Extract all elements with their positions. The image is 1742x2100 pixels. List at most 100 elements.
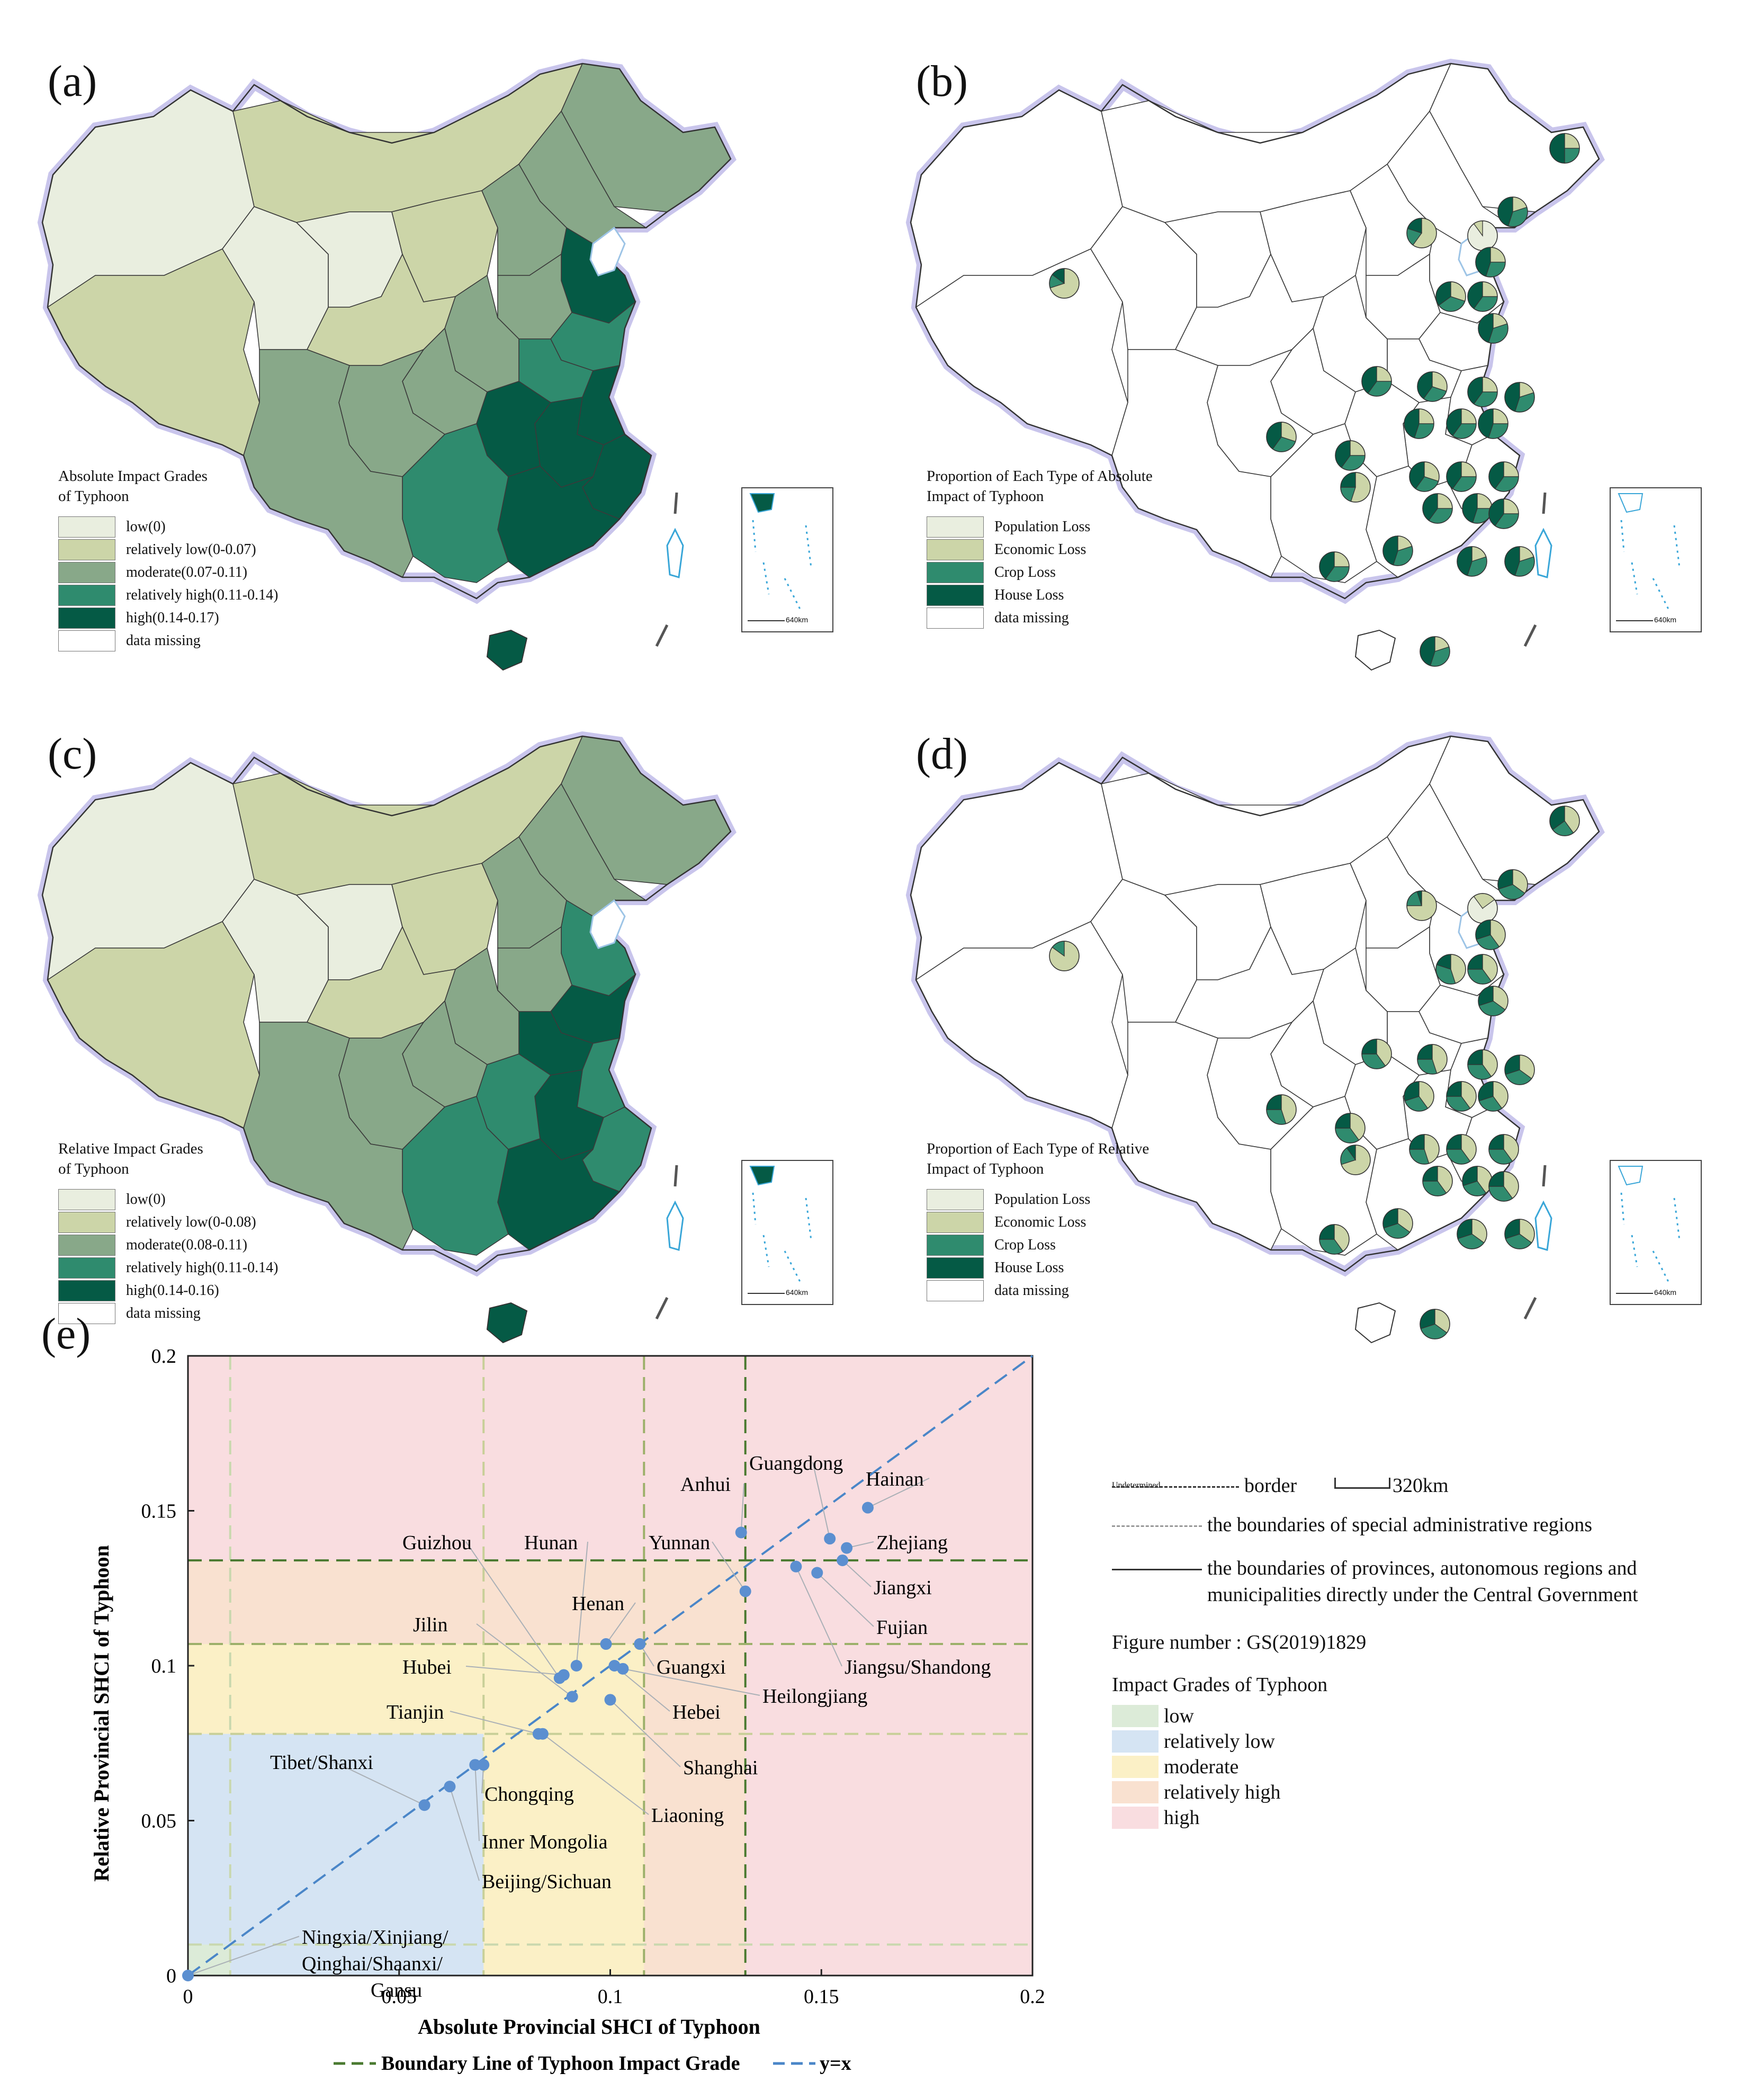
label-leader-line bbox=[867, 1478, 930, 1508]
label-leader-line bbox=[187, 1936, 300, 1976]
label-leader-line bbox=[474, 1765, 480, 1842]
legend-item: low(0) bbox=[58, 516, 166, 538]
legend-title: Proportion of Each Type of Relative Impa… bbox=[927, 1140, 1150, 1177]
pie-outline bbox=[1478, 986, 1508, 1016]
province-pie bbox=[1504, 1055, 1535, 1085]
legend-swatch bbox=[927, 1257, 984, 1279]
grade-region-relatively-low bbox=[188, 1733, 484, 1976]
undetermined-label: Undetermined bbox=[1112, 1481, 1161, 1490]
x-tick-label: 0.2 bbox=[1020, 1986, 1045, 2008]
legend-item: House Loss bbox=[927, 1257, 1064, 1279]
border-label: border bbox=[1244, 1475, 1297, 1497]
label-leader-line bbox=[333, 1761, 425, 1806]
province-pie bbox=[1549, 806, 1580, 836]
legend-swatch bbox=[58, 1189, 115, 1210]
maritime-boundary-mark bbox=[1523, 1297, 1537, 1320]
province-pie bbox=[1266, 1094, 1297, 1125]
legend-label: Population Loss bbox=[994, 519, 1091, 535]
pie-outline bbox=[1361, 366, 1392, 397]
legend-swatch bbox=[927, 562, 984, 583]
point-label: Jilin bbox=[413, 1614, 447, 1636]
y-tick-label: 0 bbox=[166, 1965, 176, 1987]
pie-outline bbox=[1335, 1113, 1366, 1143]
pie-outline bbox=[1446, 408, 1477, 439]
legend-swatch bbox=[58, 607, 115, 629]
inset-scale-label: 640km bbox=[1654, 615, 1677, 624]
province-pie bbox=[1422, 493, 1453, 524]
pie-outline bbox=[1409, 1134, 1440, 1165]
figure-number: Figure number : GS(2019)1829 bbox=[1112, 1631, 1367, 1654]
grade-swatch bbox=[1112, 1807, 1159, 1829]
legend-swatch bbox=[927, 1235, 984, 1256]
grade-label: relatively high bbox=[1164, 1781, 1281, 1803]
legend-label: data missing bbox=[994, 610, 1069, 626]
point-label: Inner Mongolia bbox=[482, 1831, 608, 1853]
legend-item: high(0.14-0.16) bbox=[58, 1280, 219, 1301]
legend-swatch bbox=[58, 1303, 115, 1324]
panel-b-label: (b) bbox=[916, 57, 968, 106]
legend-label: House Loss bbox=[994, 1259, 1064, 1276]
legend-label: data missing bbox=[126, 632, 201, 649]
border-legend-row: Undetermined border 320km bbox=[1112, 1472, 1737, 1501]
legend-title: Absolute Impact Grades of Typhoon bbox=[58, 468, 208, 505]
legend-item: Population Loss bbox=[927, 516, 1090, 538]
province-pie bbox=[1457, 546, 1487, 577]
grade-label: moderate bbox=[1164, 1756, 1239, 1778]
pie-outline bbox=[1319, 551, 1350, 582]
province-pie bbox=[1462, 493, 1493, 524]
province-pie bbox=[1475, 919, 1506, 950]
inset-map bbox=[748, 1166, 812, 1294]
hainan-island bbox=[1354, 1302, 1396, 1344]
province-pie bbox=[1404, 408, 1434, 439]
legend-item: relatively low(0-0.07) bbox=[58, 539, 256, 560]
province-label: the boundaries of provinces, autonomous … bbox=[1207, 1557, 1638, 1606]
province-pie bbox=[1417, 371, 1448, 402]
south-china-sea-inset: 640km bbox=[741, 1160, 833, 1305]
legend-label: moderate(0.08-0.11) bbox=[126, 1237, 248, 1253]
point-label: Yunnan bbox=[649, 1532, 710, 1554]
legend-label: Economic Loss bbox=[994, 1214, 1086, 1230]
y-tick-label: 0.2 bbox=[151, 1345, 177, 1368]
point-label: Ningxia/Xinjiang/ bbox=[302, 1926, 448, 1949]
pie-outline bbox=[1404, 408, 1434, 439]
province-pie bbox=[1409, 461, 1440, 492]
point-label: Gansu bbox=[371, 1979, 422, 2001]
y-tick-label: 0.1 bbox=[151, 1655, 177, 1677]
maritime-boundary-mark bbox=[655, 624, 669, 647]
pie-outline bbox=[1049, 268, 1080, 299]
pie-outline bbox=[1422, 493, 1453, 524]
pie-outline bbox=[1340, 472, 1371, 503]
point-label: Jiangsu/Shandong bbox=[845, 1656, 991, 1678]
province-pie bbox=[1497, 196, 1528, 227]
data-point bbox=[418, 1799, 430, 1811]
pie-outline bbox=[1382, 1208, 1413, 1239]
province-pie bbox=[1420, 1309, 1450, 1339]
pie-outline bbox=[1478, 1081, 1508, 1112]
legend-label: moderate(0.07-0.11) bbox=[126, 564, 248, 580]
province-pie bbox=[1361, 366, 1392, 397]
province-pie bbox=[1335, 440, 1366, 471]
maritime-boundary-mark bbox=[1542, 492, 1547, 514]
point-label: Chongqing bbox=[484, 1783, 574, 1806]
grades-title: Impact Grades of Typhoon bbox=[1112, 1674, 1328, 1696]
legend-item: relatively low(0-0.08) bbox=[58, 1212, 256, 1233]
y-axis-label: Relative Provincial SHCI of Typhoon bbox=[89, 1545, 113, 1882]
china-map bbox=[37, 731, 737, 1344]
legend-swatch bbox=[927, 1212, 984, 1233]
data-point bbox=[600, 1638, 612, 1650]
inset-map bbox=[1616, 493, 1681, 621]
bohai-sea bbox=[589, 899, 626, 949]
data-point bbox=[790, 1560, 802, 1572]
taiwan-island bbox=[666, 1200, 684, 1251]
point-label: Qinghai/Shaanxi/ bbox=[302, 1953, 443, 1975]
maritime-boundary-mark bbox=[655, 1297, 669, 1320]
x-tick-label: 0 bbox=[183, 1986, 193, 2008]
legend-label: relatively high(0.11-0.14) bbox=[126, 1259, 279, 1276]
pie-outline bbox=[1409, 461, 1440, 492]
pie-outline bbox=[1420, 1309, 1450, 1339]
x-tick-label: 0.1 bbox=[598, 1986, 623, 2008]
inset-map bbox=[1616, 1166, 1681, 1294]
province-pie bbox=[1335, 1113, 1366, 1143]
map-panel-c: 640km (c) Relative Impact Grades of Typhoo… bbox=[21, 704, 868, 1356]
pie-outline bbox=[1319, 1224, 1350, 1255]
